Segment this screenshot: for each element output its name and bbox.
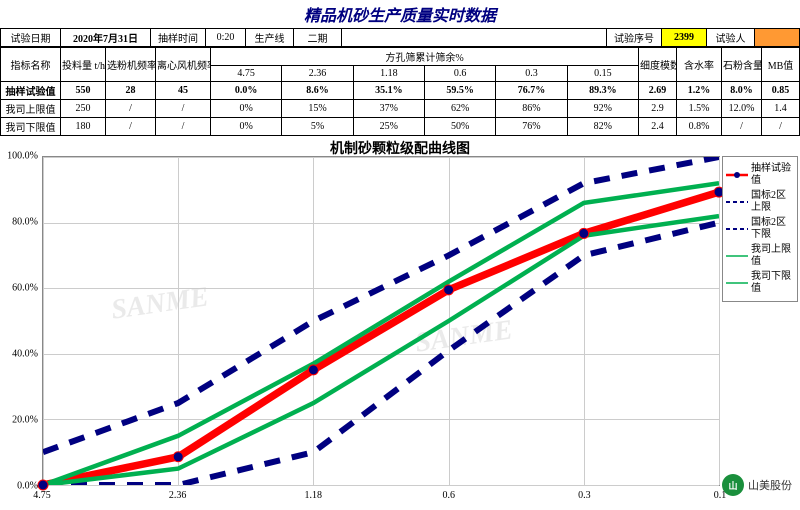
hdr-seq: 2399 [662,29,707,47]
header-table: 试验日期 2020年7月31日 抽样时间 0:20 生产线 二期 试验序号 23… [0,28,800,47]
brand-text: 山美股份 [748,477,792,493]
legend-item: 抽样试验值 [726,163,794,187]
y-axis: 0.0%20.0%40.0%60.0%80.0%100.0% [0,156,42,486]
legend: 抽样试验值国标2区上限国标2区下限我司上限值我司下限值 [722,156,798,302]
hdr-time-lbl: 抽样时间 [151,29,206,47]
hdr-line: 二期 [294,29,342,47]
page-title: 精品机砂生产质量实时数据 [0,0,800,28]
chart-title: 机制砂颗粒级配曲线图 [0,138,800,158]
legend-item: 国标2区下限 [726,217,794,241]
legend-item: 我司下限值 [726,271,794,295]
hdr-seq-lbl: 试验序号 [607,29,662,47]
plot-area: SANME SANME [42,156,720,486]
hdr-time: 0:20 [206,29,246,47]
x-axis: 4.752.361.180.60.30.1 [42,490,720,504]
hdr-person [755,29,800,47]
hdr-date: 2020年7月31日 [61,29,151,47]
legend-item: 我司上限值 [726,244,794,268]
hdr-date-lbl: 试验日期 [1,29,61,47]
brand-icon: 山 [722,474,744,496]
legend-item: 国标2区上限 [726,190,794,214]
chart-area: 机制砂颗粒级配曲线图 0.0%20.0%40.0%60.0%80.0%100.0… [0,138,800,510]
data-table: 指标名称投料量 t/h选粉机频率HZ离心风机频率HZ方孔筛累计筛余%细度模数含水… [0,47,800,136]
footer: 山 山美股份 [722,474,792,496]
hdr-person-lbl: 试验人 [707,29,755,47]
hdr-line-lbl: 生产线 [246,29,294,47]
